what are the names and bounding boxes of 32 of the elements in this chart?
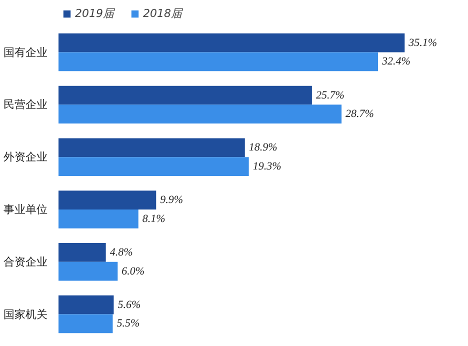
legend-label: 2019届 <box>75 6 114 21</box>
data-label: 9.9% <box>160 194 184 206</box>
data-label: 6.0% <box>122 265 145 278</box>
bar <box>58 104 342 124</box>
data-label: 5.6% <box>118 298 141 311</box>
y-tick-label: 国家机关 <box>4 308 48 321</box>
bar <box>58 52 378 72</box>
bar <box>58 209 138 228</box>
y-tick-label: 国有企业 <box>4 46 48 59</box>
data-label: 32.4% <box>381 56 410 68</box>
bar <box>58 33 405 52</box>
data-label: 35.1% <box>408 36 438 49</box>
data-label: 18.9% <box>248 142 278 154</box>
y-tick-label: 事业单位 <box>4 202 48 216</box>
bar <box>58 157 249 176</box>
bar <box>58 190 156 210</box>
bar <box>58 86 312 105</box>
bar <box>58 295 114 314</box>
y-tick-label: 合资企业 <box>4 255 48 268</box>
data-label: 5.5% <box>116 318 140 330</box>
y-tick-label: 外资企业 <box>4 150 48 164</box>
data-label: 8.1% <box>142 212 166 225</box>
bar <box>58 138 245 158</box>
legend-label: 2018届 <box>143 6 182 21</box>
data-label: 25.7% <box>316 89 344 102</box>
data-label: 4.8% <box>110 246 133 258</box>
data-label: 19.3% <box>252 160 282 173</box>
bar <box>58 262 118 281</box>
data-label: 28.7% <box>346 108 374 120</box>
bar <box>58 314 113 334</box>
y-tick-label: 民营企业 <box>4 98 48 112</box>
bar <box>58 243 106 262</box>
